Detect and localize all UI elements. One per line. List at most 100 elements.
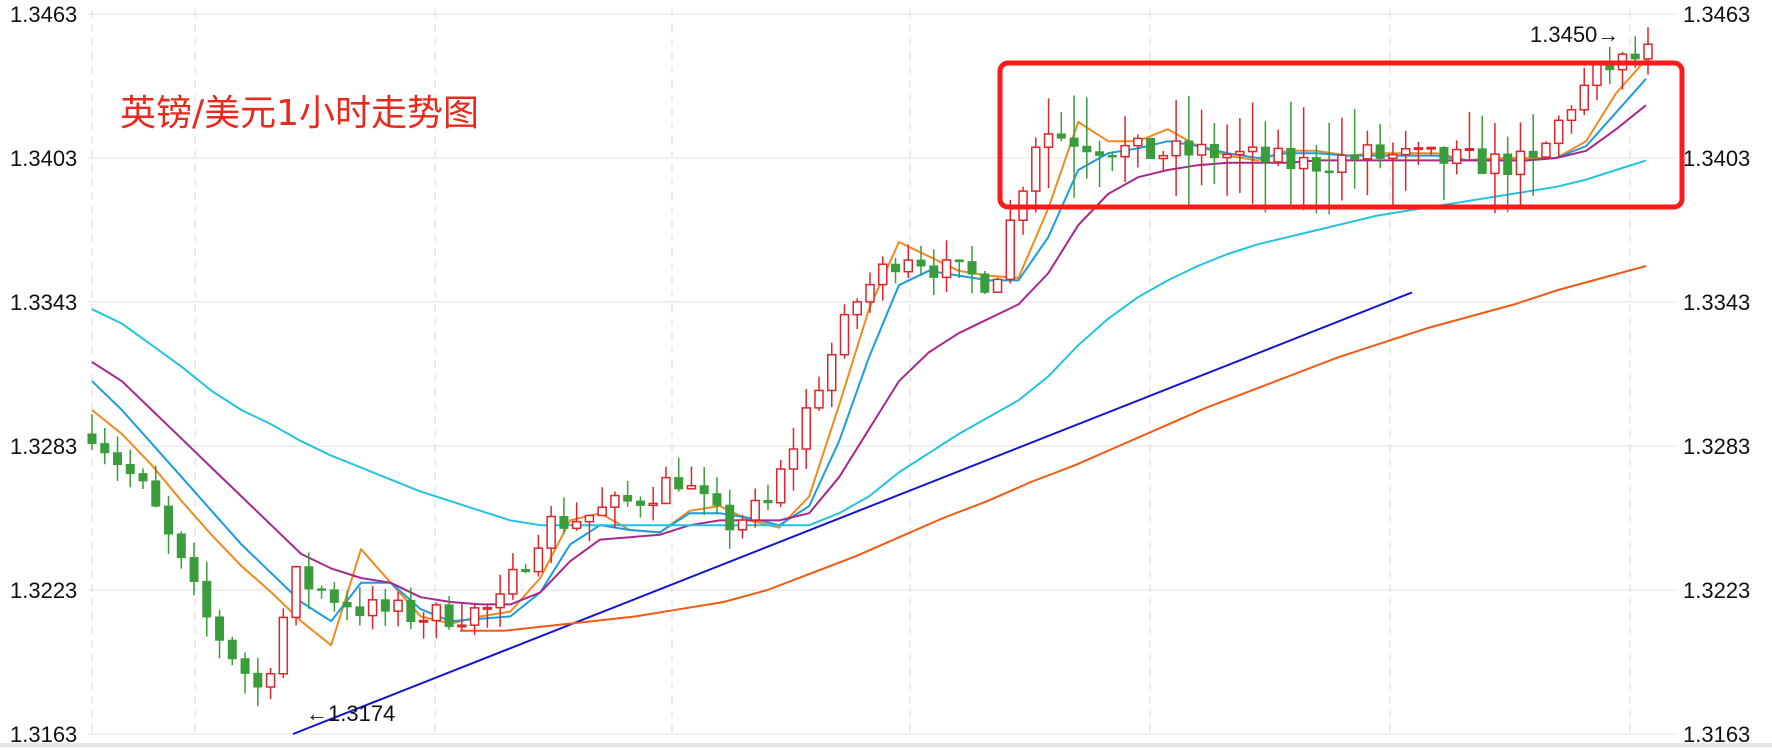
candle [1643, 27, 1653, 75]
candle-body-up [878, 263, 888, 286]
candle-body-down [1375, 144, 1385, 159]
moving-average-line-2 [91, 78, 1647, 623]
range-box [997, 60, 1685, 210]
candle-body-up [610, 494, 620, 508]
candle [1158, 150, 1169, 171]
candle [1082, 97, 1092, 179]
candle-body-down [329, 589, 339, 603]
candle-body-up [775, 468, 786, 504]
y-tick-label-left: 1.3463 [10, 2, 77, 27]
candle [1311, 145, 1321, 214]
candle-body-up [737, 519, 748, 531]
candle [788, 427, 799, 491]
candle [878, 256, 888, 301]
candle-body-down [635, 500, 645, 506]
candle [763, 484, 773, 510]
candle [508, 553, 518, 600]
candle [202, 561, 212, 637]
y-tick-label-right: 1.3403 [1683, 146, 1750, 171]
candle [559, 497, 569, 534]
candle [1171, 99, 1181, 197]
candle-body-up [431, 604, 442, 622]
y-tick-label-left: 1.3283 [10, 434, 77, 459]
y-tick-label-right: 1.3463 [1683, 2, 1750, 27]
candle-body-down [151, 480, 161, 507]
candle [1362, 130, 1373, 196]
candle-body-up [826, 353, 837, 392]
candle-body-up [1043, 133, 1054, 148]
candle [1095, 140, 1105, 188]
candle [1490, 122, 1500, 214]
candle-body-up [1515, 150, 1526, 176]
candle-body-up [597, 506, 607, 517]
candle [967, 245, 977, 294]
candle-body-down [1324, 170, 1334, 174]
candle-body-up [457, 624, 467, 628]
candle-body-up [1235, 150, 1245, 156]
candle [1069, 95, 1079, 198]
candle [1260, 121, 1270, 213]
candle-body-up [1298, 156, 1309, 170]
candle-body-up [1133, 137, 1143, 147]
candle [240, 652, 250, 694]
candle [189, 542, 199, 596]
candle [1375, 124, 1385, 169]
candle-body-down [967, 261, 977, 275]
candle-body-up [1553, 119, 1564, 145]
moving-average-line-4 [91, 159, 1647, 527]
candle [661, 466, 671, 505]
high-annotation: 1.3450→ [1530, 22, 1619, 47]
candle [533, 534, 544, 577]
candle-body-up [1337, 154, 1347, 173]
candle-body-down [712, 493, 722, 506]
candle-body-down [1146, 137, 1156, 160]
candle [1451, 140, 1462, 175]
candle-body-down [891, 263, 901, 273]
candle [1553, 115, 1564, 156]
candle-body-down [380, 599, 390, 612]
candle [215, 609, 225, 659]
candle-body-up [1592, 63, 1602, 87]
candle-body-up [1158, 154, 1169, 160]
candle [457, 603, 467, 632]
candle-body-up [1413, 147, 1424, 151]
candle [1286, 101, 1296, 206]
candle-body-up [1247, 146, 1258, 153]
candle-body-up [814, 389, 824, 409]
candle [87, 414, 97, 450]
grid [0, 10, 1772, 747]
candle-body-up [1490, 153, 1500, 175]
candle-body-up [992, 278, 1003, 294]
candle-body-up [291, 565, 301, 619]
trendline [292, 291, 1413, 735]
candle [1056, 111, 1066, 142]
candle [278, 608, 289, 678]
candle-body-down [725, 504, 735, 531]
candle [227, 636, 237, 666]
candle [597, 487, 607, 517]
candle [686, 466, 697, 490]
candle-body-up [788, 448, 799, 470]
candle [571, 502, 582, 531]
candle-body-up [839, 313, 850, 356]
candle-body-down [164, 505, 174, 535]
y-tick-label-left: 1.3343 [10, 290, 77, 315]
candle-body-up [482, 606, 493, 610]
candle [367, 586, 378, 630]
candle-body-up [941, 259, 952, 279]
candle [712, 477, 722, 515]
candle-body-down [980, 273, 990, 293]
candle-body-down [763, 500, 773, 504]
candle [482, 604, 493, 628]
y-tick-label-right: 1.3223 [1683, 578, 1750, 603]
candle-body-down [1184, 140, 1194, 156]
candle [1043, 98, 1054, 189]
y-tick-label-left: 1.3223 [10, 578, 77, 603]
candle [418, 612, 429, 639]
candle [1247, 102, 1258, 204]
candle-body-up [1566, 109, 1577, 122]
candle-body-up [852, 301, 862, 316]
candle [648, 486, 658, 521]
candle [444, 596, 454, 630]
candle-body-down [253, 672, 263, 688]
